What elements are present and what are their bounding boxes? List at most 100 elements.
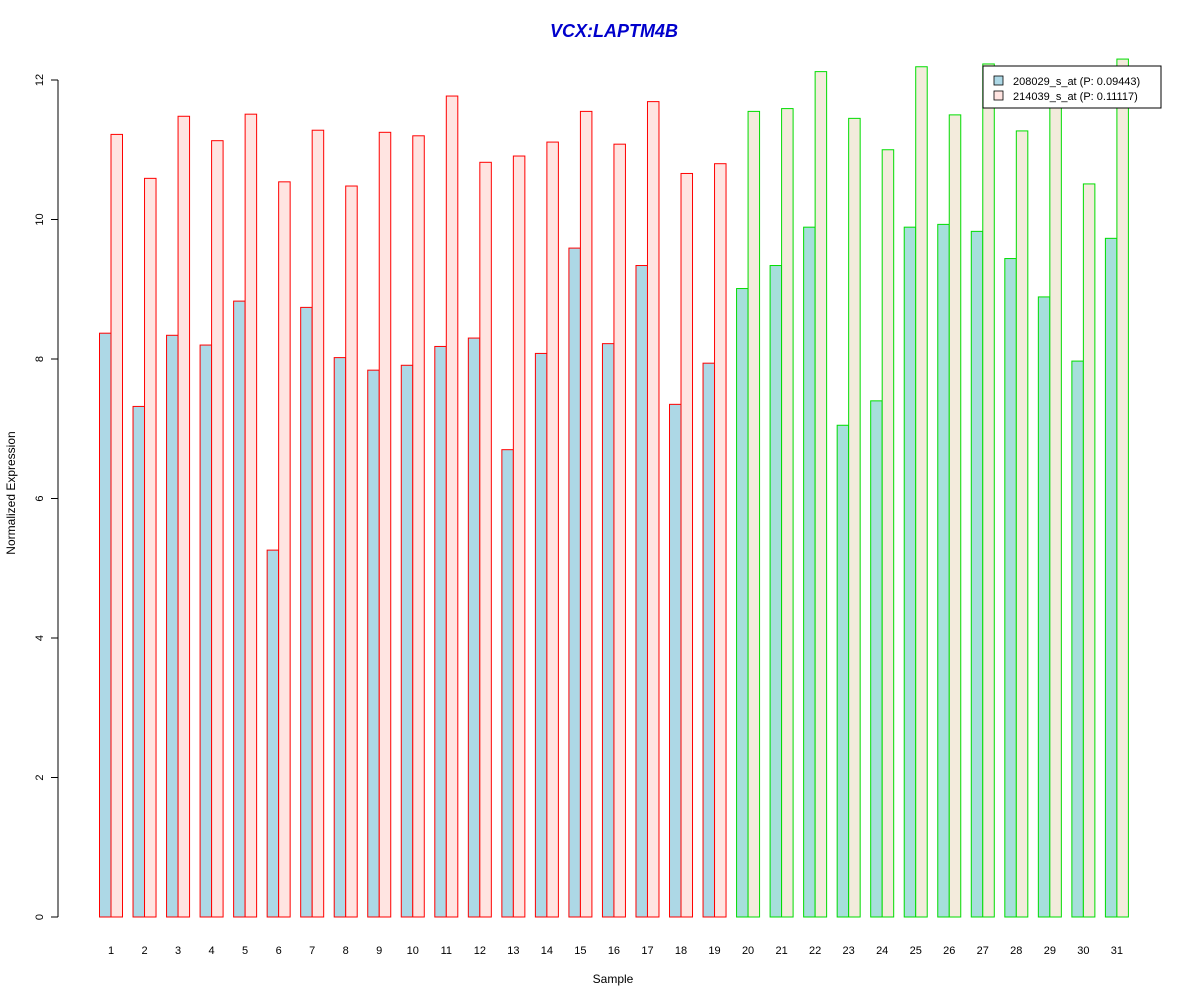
bar-s2-sample-2 <box>144 177 157 918</box>
bar-s1-sample-12 <box>467 337 481 918</box>
x-tick-label: 18 <box>675 945 687 957</box>
bar-s1-sample-14 <box>534 352 548 918</box>
bar-s1-sample-2 <box>132 405 146 918</box>
y-tick-label: 8 <box>34 356 46 362</box>
bar-s1-sample-4 <box>199 344 213 918</box>
x-tick-label: 27 <box>977 945 989 957</box>
bar-s1-sample-9 <box>367 369 380 918</box>
bar-s2-sample-17 <box>646 101 660 918</box>
x-tick-label: 12 <box>474 945 486 957</box>
x-tick-label: 2 <box>141 945 147 957</box>
x-tick-label: 28 <box>1010 945 1022 957</box>
legend-box <box>982 65 1162 109</box>
x-tick-label: 8 <box>343 945 349 957</box>
bar-s1-sample-19 <box>702 362 716 918</box>
bar-s2-sample-13 <box>512 155 526 918</box>
x-tick-label: 25 <box>910 945 922 957</box>
y-tick-label: 6 <box>34 495 46 501</box>
x-tick-label: 7 <box>309 945 315 957</box>
bar-s2-sample-1 <box>110 133 123 918</box>
x-tick-label: 15 <box>574 945 586 957</box>
bar-s1-sample-7 <box>300 306 313 918</box>
legend-swatch-208029 <box>993 75 1004 86</box>
legend-label-214039: 214039_s_at (P: 0.11117) <box>1013 91 1138 103</box>
bar-s2-sample-22 <box>814 71 828 918</box>
y-tick-label: 4 <box>34 635 46 641</box>
bar-s1-sample-23 <box>836 424 850 918</box>
bar-s1-sample-18 <box>669 403 682 918</box>
x-tick-label: 22 <box>809 945 821 957</box>
bar-s2-sample-7 <box>311 129 325 918</box>
bar-s1-sample-26 <box>937 223 950 918</box>
bar-s2-sample-26 <box>948 114 962 918</box>
x-tick-label: 24 <box>876 945 888 957</box>
bar-s2-sample-31 <box>1116 58 1129 918</box>
x-tick-label: 4 <box>209 945 215 957</box>
x-tick-label: 11 <box>441 945 452 957</box>
bar-s1-sample-3 <box>166 334 179 918</box>
y-tick-label: 0 <box>34 914 46 920</box>
bars-layer <box>99 58 1129 918</box>
bar-s2-sample-27 <box>982 63 995 918</box>
bar-s2-sample-3 <box>177 115 191 918</box>
bar-s2-sample-10 <box>412 135 425 918</box>
bar-s1-sample-1 <box>99 332 112 918</box>
x-tick-label: 20 <box>742 945 754 957</box>
x-tick-label: 31 <box>1111 945 1123 957</box>
bar-s2-sample-30 <box>1082 183 1096 918</box>
bar-s1-sample-24 <box>870 400 883 918</box>
x-tick-label: 13 <box>507 945 519 957</box>
bar-s1-sample-20 <box>736 288 749 918</box>
bar-s1-sample-25 <box>903 226 917 918</box>
x-axis: 1 2 3 4 5 6 7 8 9 10 11 12 13 14 15 16 17 18 19 20 21 22 23 24 2… <box>108 945 1123 957</box>
x-tick-label: 23 <box>843 945 855 957</box>
bar-s2-sample-23 <box>848 117 861 918</box>
x-tick-label: 29 <box>1044 945 1056 957</box>
legend-label-208029: 208029_s_at (P: 0.09443) <box>1013 76 1140 88</box>
y-tick-label: 10 <box>34 213 46 225</box>
bar-s1-sample-22 <box>803 226 816 918</box>
bar-s1-sample-11 <box>434 345 447 918</box>
bar-s1-sample-31 <box>1104 237 1118 918</box>
x-tick-label: 16 <box>608 945 620 957</box>
x-tick-label: 26 <box>943 945 955 957</box>
bar-s2-sample-16 <box>613 143 626 918</box>
x-tick-label: 14 <box>541 945 553 957</box>
x-axis-label: Sample <box>593 972 634 986</box>
legend: 208029_s_at (P: 0.09443) 214039_s_at (P:… <box>982 65 1162 109</box>
bar-s1-sample-17 <box>635 265 648 918</box>
y-axis-label: Normalized Expression <box>4 431 18 554</box>
bar-s2-sample-12 <box>479 161 492 918</box>
x-tick-label: 5 <box>242 945 248 957</box>
bar-s2-sample-19 <box>714 163 727 918</box>
bar-s2-sample-15 <box>579 110 593 918</box>
x-tick-label: 19 <box>708 945 720 957</box>
y-tick-label: 2 <box>34 774 46 780</box>
bar-s1-sample-16 <box>601 343 615 918</box>
bar-s1-sample-29 <box>1037 296 1051 918</box>
bar-s1-sample-15 <box>568 247 581 918</box>
x-tick-label: 1 <box>108 945 114 957</box>
bar-s1-sample-28 <box>1004 258 1017 918</box>
bar-s2-sample-11 <box>445 95 459 918</box>
y-tick-label: 12 <box>34 74 46 86</box>
x-tick-label: 17 <box>641 945 653 957</box>
bar-s1-sample-8 <box>333 357 347 918</box>
chart-title: VCX:LAPTM4B <box>550 21 678 41</box>
bar-s2-sample-4 <box>211 140 224 918</box>
bar-s2-sample-28 <box>1015 130 1029 918</box>
bar-s2-sample-25 <box>915 66 928 918</box>
bar-s2-sample-18 <box>680 172 694 918</box>
bar-s2-sample-8 <box>345 185 358 918</box>
bar-s1-sample-6 <box>266 549 280 918</box>
bar-s1-sample-13 <box>501 449 514 918</box>
bar-s2-sample-14 <box>546 141 559 918</box>
legend-swatch-214039 <box>993 90 1004 101</box>
bar-s1-sample-30 <box>1071 360 1084 918</box>
x-tick-label: 3 <box>175 945 181 957</box>
bar-s1-sample-27 <box>970 230 984 918</box>
x-tick-label: 21 <box>775 945 787 957</box>
bar-s1-sample-5 <box>233 300 246 918</box>
x-tick-label: 9 <box>376 945 382 957</box>
